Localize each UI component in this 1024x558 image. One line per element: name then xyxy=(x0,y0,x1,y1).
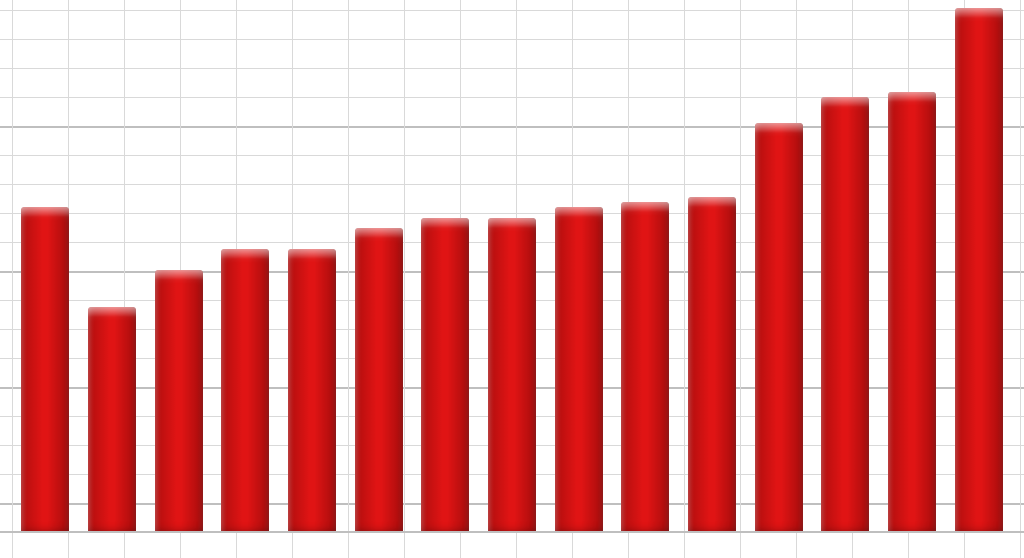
x-axis-baseline xyxy=(0,531,1024,533)
bar xyxy=(955,8,1003,532)
bar xyxy=(821,97,869,532)
bar xyxy=(88,307,136,532)
bar xyxy=(888,92,936,532)
bar xyxy=(221,249,269,532)
bar xyxy=(155,270,203,532)
bar xyxy=(355,228,403,532)
bar xyxy=(688,197,736,532)
bar xyxy=(621,202,669,532)
bar xyxy=(288,249,336,532)
bar xyxy=(421,218,469,532)
bar xyxy=(488,218,536,532)
bar xyxy=(755,123,803,532)
bars-layer xyxy=(0,0,1024,558)
bar xyxy=(555,207,603,532)
plot-area xyxy=(0,0,1024,558)
bar-chart xyxy=(0,0,1024,558)
bar xyxy=(21,207,69,532)
